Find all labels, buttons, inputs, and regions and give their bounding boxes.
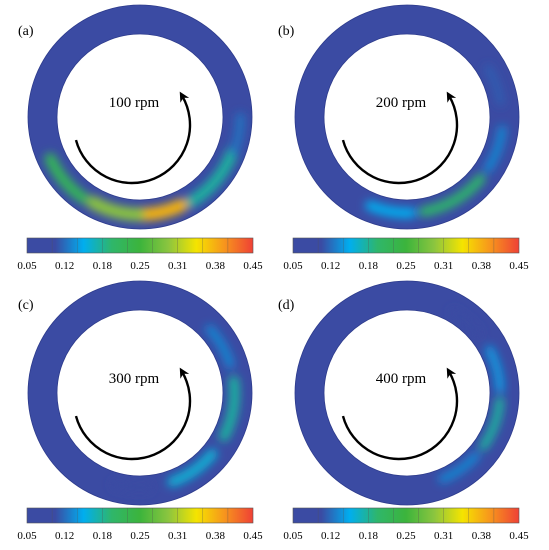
colorbar-tick-label: 0.12 <box>55 260 74 272</box>
colorbar: 0.05 0.12 0.18 0.25 0.31 0.38 0.45 <box>283 237 529 272</box>
colorbar-tick-label: 0.25 <box>396 260 416 272</box>
speed-label: 400 rpm <box>376 371 427 387</box>
colorbar-tick-label: 0.45 <box>243 530 263 542</box>
colorbar-tick-label: 0.45 <box>509 260 529 272</box>
colorbar-gradient <box>26 507 254 524</box>
speed-label: 200 rpm <box>376 95 427 111</box>
field-blob <box>478 396 505 451</box>
annulus-inner-hole <box>56 33 224 201</box>
field-blob <box>483 125 507 173</box>
colorbar-tick-label: 0.31 <box>168 260 187 272</box>
annulus-outer-edge <box>27 4 253 230</box>
field-blob <box>485 345 505 394</box>
field-blob <box>185 146 239 208</box>
field-blob <box>365 200 417 219</box>
panels-layer: 100 rpm(a)0.05 0.12 0.18 0.25 0.31 0.38 0.4520… <box>17 4 529 542</box>
field-blobs <box>111 324 240 492</box>
panel-d: 400 rpm (d) 0.05 0.12 0.18 0.25 0.31 0.38 0.45 <box>278 280 529 542</box>
annulus-inner-hole <box>56 309 224 477</box>
colorbar-tick-label: 0.38 <box>206 530 226 542</box>
field-blob <box>418 173 486 217</box>
colorbar-tick-label: 0.31 <box>168 530 187 542</box>
colorbar-tick-label: 0.31 <box>434 530 453 542</box>
curved-arrow-counterclockwise-icon <box>74 367 192 461</box>
field-blob <box>484 64 505 106</box>
field-blobs <box>438 308 505 484</box>
colorbar-tick-label: 0.12 <box>55 530 74 542</box>
panel-tag: (b) <box>278 24 295 39</box>
panel-c: 300 rpm (c) 0.05 0.12 0.18 0.25 0.31 0.38 0.45 <box>17 280 263 542</box>
colorbar-tick-label: 0.18 <box>93 260 113 272</box>
colorbar-tick-label: 0.45 <box>509 530 529 542</box>
panel-tag: (a) <box>18 24 34 39</box>
colorbar-tick-label: 0.31 <box>434 260 453 272</box>
colorbar-tick-label: 0.38 <box>206 260 226 272</box>
colorbar-tick-label: 0.05 <box>283 260 303 272</box>
curved-arrow-counterclockwise-icon <box>74 91 192 185</box>
colorbar-tick-label: 0.18 <box>359 530 379 542</box>
field-blob <box>449 308 482 337</box>
annulus-outer-edge <box>294 4 520 230</box>
panel-a: 100 rpm (a) 0.05 0.12 0.18 0.25 0.31 0.38 0.45 <box>17 4 263 272</box>
panel-b: 200 rpm (b) 0.05 0.12 0.18 0.25 0.31 0.38 0.45 <box>278 4 529 272</box>
annulus-inner-hole <box>323 33 491 201</box>
curved-arrow-counterclockwise-icon <box>341 91 459 185</box>
field-blob <box>44 153 90 204</box>
colorbar: 0.05 0.12 0.18 0.25 0.31 0.38 0.45 <box>17 237 263 272</box>
colorbar-tick-label: 0.05 <box>17 260 37 272</box>
annulus-outer-edge <box>294 280 520 506</box>
colorbar: 0.05 0.12 0.18 0.25 0.31 0.38 0.45 <box>283 507 529 542</box>
colorbar-tick-label: 0.25 <box>396 530 416 542</box>
colorbar-tick-label: 0.38 <box>472 260 492 272</box>
field-blob <box>205 324 235 369</box>
colorbar-tick-label: 0.12 <box>321 260 340 272</box>
colorbar-tick-label: 0.25 <box>130 530 150 542</box>
field-blob <box>111 480 153 492</box>
colorbar-tick-label: 0.45 <box>243 260 263 272</box>
colorbar-tick-label: 0.12 <box>321 530 340 542</box>
field-blob <box>229 112 245 156</box>
speed-label: 300 rpm <box>109 371 160 387</box>
annulus-outer-edge <box>27 280 253 506</box>
field-blob <box>438 451 481 484</box>
colorbar-tick-label: 0.18 <box>93 530 113 542</box>
panel-tag: (d) <box>278 298 295 313</box>
colorbar-gradient <box>292 507 520 524</box>
colorbar-tick-label: 0.38 <box>472 530 492 542</box>
colorbar-gradient <box>292 237 520 254</box>
panel-tag: (c) <box>18 298 34 313</box>
field-blobs <box>365 64 507 219</box>
annulus-inner-hole <box>323 309 491 477</box>
field-blobs <box>44 112 245 222</box>
colorbar-tick-label: 0.18 <box>359 260 379 272</box>
curved-arrow-counterclockwise-icon <box>341 367 459 461</box>
field-blob <box>86 195 145 222</box>
speed-label: 100 rpm <box>109 95 160 111</box>
field-blob <box>218 375 240 442</box>
colorbar-tick-label: 0.05 <box>17 530 37 542</box>
colorbar: 0.05 0.12 0.18 0.25 0.31 0.38 0.45 <box>17 507 263 542</box>
field-blob <box>167 448 218 487</box>
colorbar-tick-label: 0.05 <box>283 530 303 542</box>
colorbar-gradient <box>26 237 254 254</box>
colorbar-tick-label: 0.25 <box>130 260 150 272</box>
